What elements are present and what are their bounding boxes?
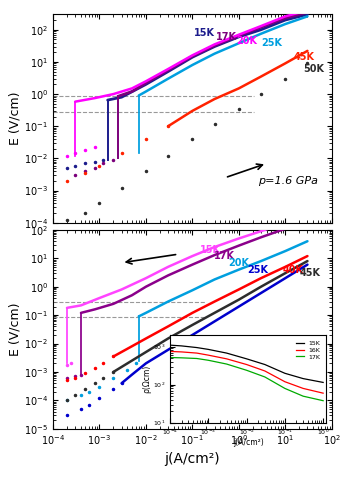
Text: 45K: 45K (300, 268, 321, 278)
Text: 50K: 50K (303, 64, 324, 74)
Text: 40K: 40K (283, 264, 304, 274)
Y-axis label: E (V/cm): E (V/cm) (8, 92, 21, 145)
Text: 20K: 20K (237, 36, 258, 46)
Text: 20K: 20K (228, 258, 249, 268)
X-axis label: j(A/cm²): j(A/cm²) (165, 452, 220, 466)
Text: 17K: 17K (216, 32, 237, 42)
Y-axis label: E (V/cm): E (V/cm) (8, 303, 21, 356)
Text: p=1.6 GPa: p=1.6 GPa (258, 176, 318, 186)
Text: 25K: 25K (261, 37, 282, 47)
Text: 25K: 25K (247, 264, 268, 274)
Text: 45K: 45K (293, 52, 314, 62)
Text: 15K: 15K (200, 245, 221, 255)
Text: 15K: 15K (194, 28, 215, 38)
Text: 17K: 17K (214, 251, 235, 261)
